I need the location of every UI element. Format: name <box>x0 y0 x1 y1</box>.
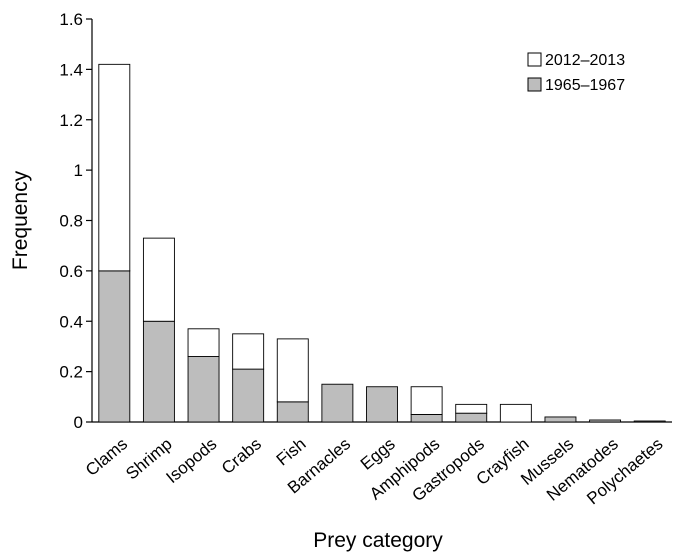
legend: 2012–2013 1965–1967 <box>527 52 625 94</box>
bar-fish-series-1 <box>276 338 309 403</box>
bar-amphipods-series-1 <box>410 386 443 415</box>
bar-amphipods-series-0 <box>410 413 443 423</box>
x-tick-label: Crabs <box>218 434 265 478</box>
bar-clams-series-1 <box>98 63 131 272</box>
y-tick-label: 0.6 <box>59 262 83 281</box>
bar-polychaetes-series-0 <box>633 420 666 423</box>
legend-swatch <box>527 52 542 67</box>
legend-label: 2012–2013 <box>545 52 625 69</box>
bar-isopods-series-0 <box>187 356 220 423</box>
bar-gastropods-series-0 <box>455 412 488 423</box>
legend-label: 1965–1967 <box>545 77 625 94</box>
x-tick-label: Fish <box>273 434 310 469</box>
bar-shrimp-series-0 <box>142 320 175 423</box>
bar-gastropods-series-1 <box>455 403 488 414</box>
bar-fish-series-0 <box>276 401 309 423</box>
bar-isopods-series-1 <box>187 328 220 357</box>
bar-crabs-series-0 <box>232 368 265 423</box>
y-tick-label: 1.2 <box>59 111 83 130</box>
x-tick-label: Isopods <box>162 434 220 487</box>
bar-crayfish-series-1 <box>499 403 532 423</box>
y-tick-label: 0 <box>74 413 83 432</box>
bar-crabs-series-1 <box>232 333 265 370</box>
bar-mussels-series-0 <box>544 416 577 423</box>
y-axis-title: Frequency <box>9 170 32 270</box>
y-tick-label: 0.8 <box>59 212 83 231</box>
y-tick-label: 1.6 <box>59 10 83 29</box>
bar-barnacles-series-0 <box>321 383 354 423</box>
bar-eggs-series-0 <box>366 386 398 423</box>
y-tick-label: 0.4 <box>59 312 83 331</box>
y-tick-label: 1 <box>74 161 83 180</box>
bar-clams-series-0 <box>98 270 131 423</box>
bar-shrimp-series-1 <box>142 237 175 322</box>
y-tick-label: 1.4 <box>59 60 83 79</box>
x-axis-title: Prey category <box>313 529 443 552</box>
y-axis: 0 0.2 0.4 0.6 0.8 1 1.2 1.4 1.6 <box>59 10 93 432</box>
y-ticks: 0 0.2 0.4 0.6 0.8 1 1.2 1.4 1.6 <box>59 10 92 432</box>
bars <box>98 63 666 423</box>
legend-swatch <box>527 77 542 92</box>
y-tick-label: 0.2 <box>59 363 83 382</box>
x-tick-label: Clams <box>82 434 131 480</box>
bar-nematodes-series-0 <box>589 419 622 423</box>
